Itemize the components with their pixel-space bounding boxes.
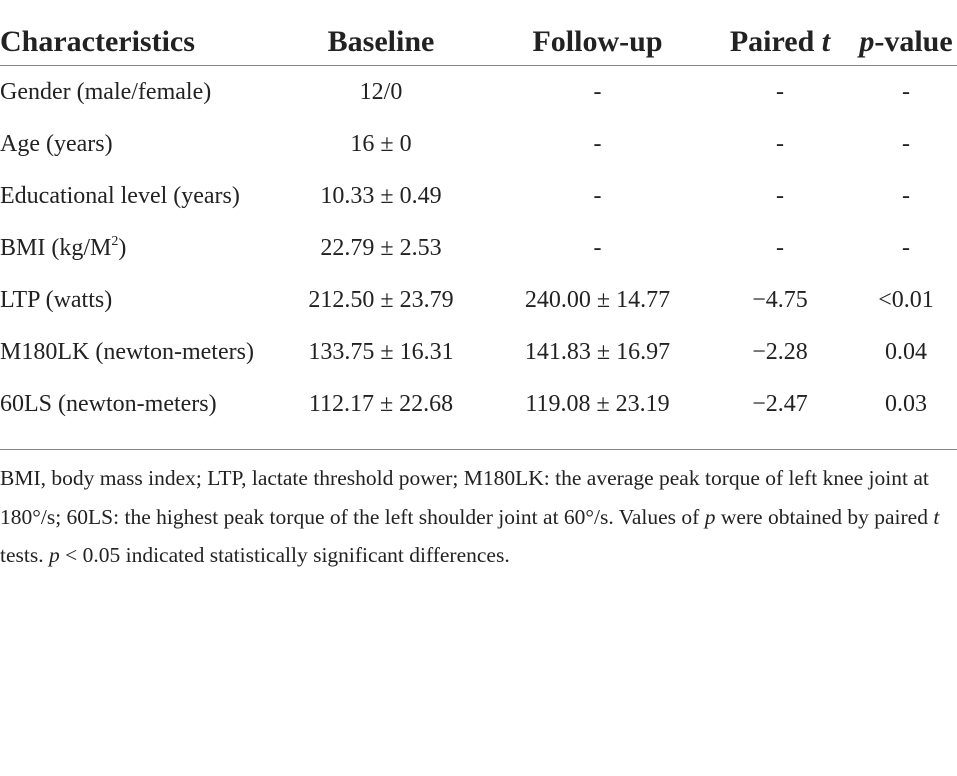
text-segment: BMI (kg/M <box>0 235 112 261</box>
text-segment: BMI, body mass index; LTP, lactate thres… <box>0 466 929 529</box>
cell: - <box>902 183 910 209</box>
text-segment: p <box>48 543 60 567</box>
text-segment: 2 <box>111 234 119 249</box>
table-body: Gender (male/female) 12/0 - - - Age (years) 16… <box>0 66 957 450</box>
text-segment: tests. <box>0 543 49 567</box>
table-row: LTP (watts) 212.50 ± 23.79 240.00 ± 14.77 −… <box>0 274 957 326</box>
column-header: Baseline <box>272 0 490 66</box>
cell: - <box>776 131 784 157</box>
table-row: Gender (male/female) 12/0 - - - <box>0 66 957 119</box>
text-segment: p <box>704 504 716 529</box>
cell: - <box>593 131 602 157</box>
cell: - <box>776 79 784 105</box>
cell: - <box>902 235 910 261</box>
data-table: Characteristics Baseline Follow-up Paired t… <box>0 0 957 450</box>
cell: - <box>593 183 602 209</box>
cell: 141.83 ± 16.97 <box>524 339 671 365</box>
text-segment: p <box>859 25 875 58</box>
cell: 133.75 ± 16.31 <box>308 339 454 365</box>
cell: - <box>902 131 910 157</box>
text-segment: were obtained by paired <box>715 504 934 529</box>
table-row: 60LS (newton-meters) 112.17 ± 22.68 119.08… <box>0 378 957 450</box>
cell: - <box>593 79 602 105</box>
cell: 0.04 <box>885 339 927 365</box>
column-header: Paired t <box>705 0 855 66</box>
row-label: LTP (watts) <box>0 287 113 313</box>
text-segment: -value <box>874 25 953 58</box>
text-segment: < 0.05 indicated statistically significa… <box>59 543 510 567</box>
cell: 119.08 ± 23.19 <box>490 378 705 450</box>
cell: - <box>776 235 784 261</box>
cell: 22.79 ± 2.53 <box>320 235 442 261</box>
table-row: Age (years) 16 ± 0 - - - <box>0 118 957 170</box>
cell: - <box>593 235 602 261</box>
cell: 240.00 ± 14.77 <box>524 287 671 313</box>
header-row: Characteristics Baseline Follow-up Paired t… <box>0 0 957 66</box>
text-segment: t <box>821 25 831 58</box>
row-label: 60LS (newton-meters) <box>0 378 272 450</box>
column-header: p-value <box>855 0 957 66</box>
cell: 10.33 ± 0.49 <box>320 183 442 209</box>
column-header: Follow-up <box>490 0 705 66</box>
cell: 16 ± 0 <box>350 131 412 157</box>
row-label: Age (years) <box>0 131 113 157</box>
footnote: BMI, body mass index; LTP, lactate thres… <box>0 450 957 575</box>
row-label: M180LK (newton-meters) <box>0 339 254 365</box>
column-header: Characteristics <box>0 0 272 66</box>
row-label: Gender (male/female) <box>0 79 212 105</box>
text-segment: Paired <box>729 25 822 58</box>
cell: - <box>776 183 784 209</box>
cell: 212.50 ± 23.79 <box>308 287 454 313</box>
table-row: Educational level (years) 10.33 ± 0.49 - - - <box>0 170 957 222</box>
cell: −2.47 <box>705 378 855 450</box>
table-row: M180LK (newton-meters) 133.75 ± 16.31 141.… <box>0 326 957 378</box>
cell: - <box>902 79 910 105</box>
cell: −4.75 <box>752 287 808 313</box>
table-row: BMI (kg/M2) 22.79 ± 2.53 - - - <box>0 222 957 274</box>
text-segment: t <box>933 504 940 529</box>
cell: <0.01 <box>878 287 934 313</box>
row-label: Educational level (years) <box>0 183 240 209</box>
cell: 12/0 <box>359 79 403 105</box>
cell: −2.28 <box>752 339 808 365</box>
cell: 0.03 <box>855 378 957 450</box>
cell: 112.17 ± 22.68 <box>272 378 490 450</box>
text-segment: ) <box>118 235 127 261</box>
row-label: BMI (kg/M2) <box>0 222 272 274</box>
